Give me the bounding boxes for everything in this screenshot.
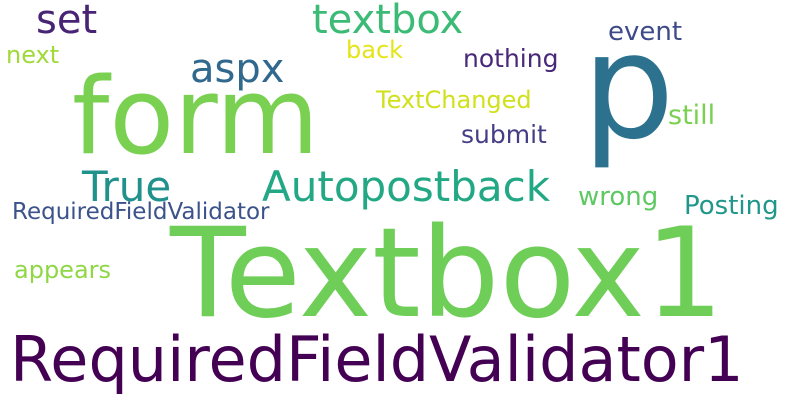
word-submit: submit: [461, 120, 547, 149]
word-textbox1: Textbox1: [170, 202, 724, 346]
word-next: next: [6, 41, 60, 69]
word-event: event: [608, 17, 683, 47]
word-wrong: wrong: [578, 182, 659, 212]
word-posting: Posting: [684, 191, 779, 221]
word-textchanged: TextChanged: [376, 86, 532, 114]
word-form: form: [72, 55, 320, 178]
word-autopostback: Autopostback: [262, 162, 551, 211]
word-true: True: [82, 162, 172, 211]
word-nothing: nothing: [463, 44, 559, 73]
word-aspx: aspx: [190, 46, 285, 92]
word-requiredfieldvalidator1: RequiredFieldValidator1: [10, 323, 744, 396]
word-p: p: [582, 2, 675, 172]
word-appears: appears: [14, 256, 112, 284]
word-set: set: [36, 0, 98, 43]
word-requiredfieldvalidator: RequiredFieldValidator: [12, 199, 270, 225]
word-back: back: [346, 36, 404, 64]
word-still: still: [668, 100, 716, 131]
word-textbox: textbox: [312, 0, 464, 43]
